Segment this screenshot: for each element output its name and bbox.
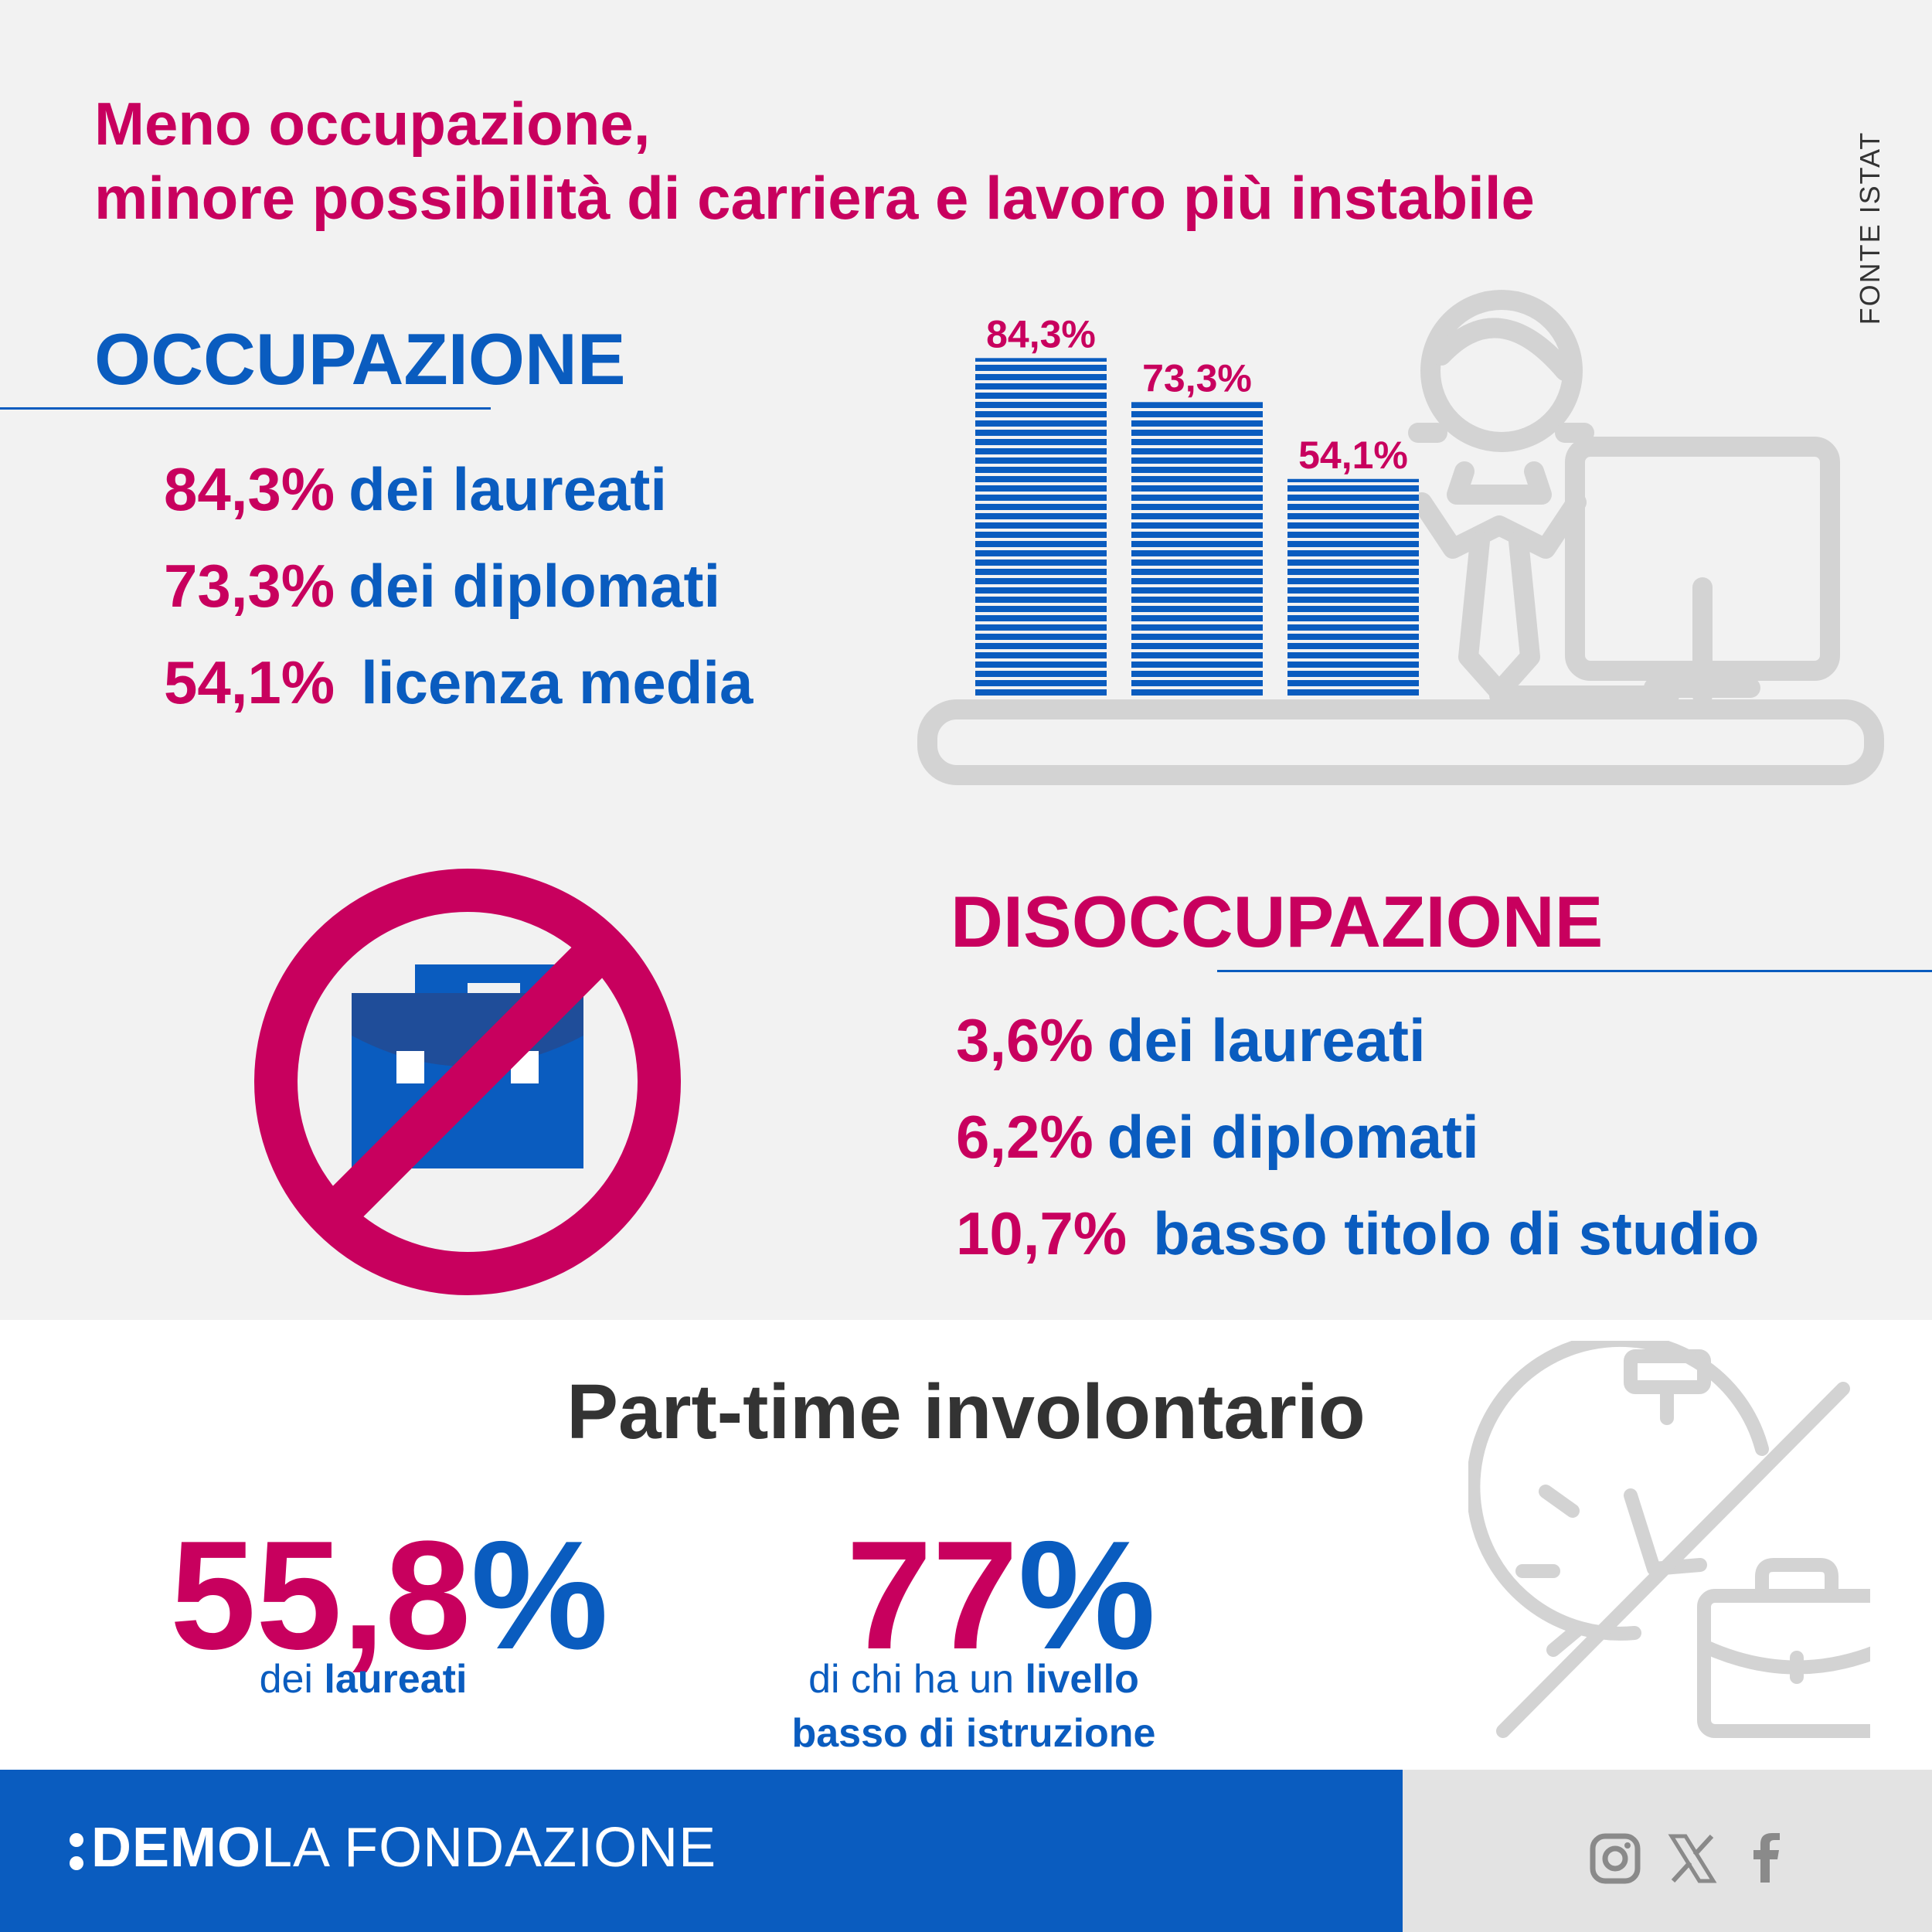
occupazione-row-licenza-media: 54,1% licenza media [164, 645, 753, 719]
occupazione-value: 73,3% [164, 552, 335, 620]
disoccupazione-value: 10,7% [956, 1199, 1128, 1267]
brand-name: DEMO [91, 1817, 261, 1879]
occupazione-heading: OCCUPAZIONE [94, 318, 626, 400]
occupazione-label: dei diplomati [349, 552, 721, 620]
occupazione-label: licenza media [361, 648, 753, 716]
office-worker-icon [1408, 290, 1840, 706]
occupazione-label: dei laureati [349, 455, 667, 523]
part-time-number: 55,8 [170, 1509, 471, 1682]
caption-bold-line2: basso di istruzione [791, 1711, 1156, 1756]
part-time-panel [0, 1320, 1932, 1770]
brand-subtitle: LA FONDAZIONE [261, 1817, 717, 1879]
footer-brand-bar [0, 1770, 1403, 1932]
part-time-title: Part-time involontario [566, 1369, 1366, 1455]
x-icon[interactable] [1665, 1832, 1719, 1886]
percent-sign: % [1018, 1509, 1156, 1682]
bar-2 [1287, 478, 1419, 696]
brand-logo[interactable]: DEMOLA FONDAZIONE [70, 1816, 716, 1879]
disoccupazione-label: dei laureati [1107, 1006, 1426, 1074]
page-title-line1: Meno occupazione, [94, 90, 651, 158]
disoccupazione-value: 3,6% [956, 1006, 1094, 1074]
facebook-icon[interactable] [1739, 1832, 1793, 1886]
page-title-line2: minore possibilità di carriera e lavoro … [94, 164, 1535, 232]
occupazione-value: 84,3% [164, 455, 335, 523]
top-panel [0, 0, 1932, 1320]
caption-text: di chi ha un [808, 1657, 1026, 1702]
part-time-stat-basso-livello: 77% [846, 1519, 1155, 1673]
disoccupazione-label: basso titolo di studio [1153, 1199, 1760, 1267]
occupazione-row-laureati: 84,3% dei laureati [164, 452, 667, 526]
bar-0 [975, 358, 1107, 696]
bar-1 [1131, 402, 1263, 696]
caption-bold: livello [1025, 1657, 1139, 1702]
part-time-stat-laureati: 55,8% [170, 1519, 608, 1673]
occupazione-value: 54,1% [164, 648, 335, 716]
occupazione-bar-chart: 84,3% 73,3% 54,1% [917, 290, 1884, 785]
disoccupazione-divider [1217, 970, 1932, 972]
disoccupazione-row-basso-titolo: 10,7% basso titolo di studio [956, 1196, 1759, 1270]
instagram-icon[interactable] [1588, 1832, 1642, 1886]
part-time-caption-basso-livello: di chi ha un livello basso di istruzione [726, 1652, 1221, 1760]
disoccupazione-heading: DISOCCUPAZIONE [951, 881, 1604, 962]
percent-sign: % [471, 1509, 609, 1682]
part-time-caption-laureati: dei laureati [147, 1652, 580, 1706]
part-time-number: 77 [846, 1509, 1019, 1682]
disoccupazione-label: dei diplomati [1107, 1103, 1479, 1171]
occupazione-row-diplomati: 73,3% dei diplomati [164, 549, 720, 623]
bar-value-label-2: 54,1% [1298, 434, 1408, 477]
bar-value-label-0: 84,3% [986, 312, 1096, 355]
disoccupazione-row-diplomati: 6,2% dei diplomati [956, 1100, 1479, 1174]
occupazione-divider [0, 407, 491, 410]
caption-text: dei [259, 1657, 325, 1702]
caption-bold: laureati [324, 1657, 468, 1702]
stopwatch-briefcase-icon [1468, 1341, 1870, 1738]
footer-social-bar [1403, 1770, 1932, 1932]
no-work-icon [254, 869, 681, 1295]
disoccupazione-value: 6,2% [956, 1103, 1094, 1171]
disoccupazione-row-laureati: 3,6% dei laureati [956, 1003, 1426, 1077]
bar-value-label-1: 73,3% [1142, 356, 1252, 400]
desk-icon [917, 699, 1884, 785]
bar-group: 84,3% 73,3% 54,1% [975, 312, 1419, 696]
brand-mark-icon [70, 1830, 83, 1873]
